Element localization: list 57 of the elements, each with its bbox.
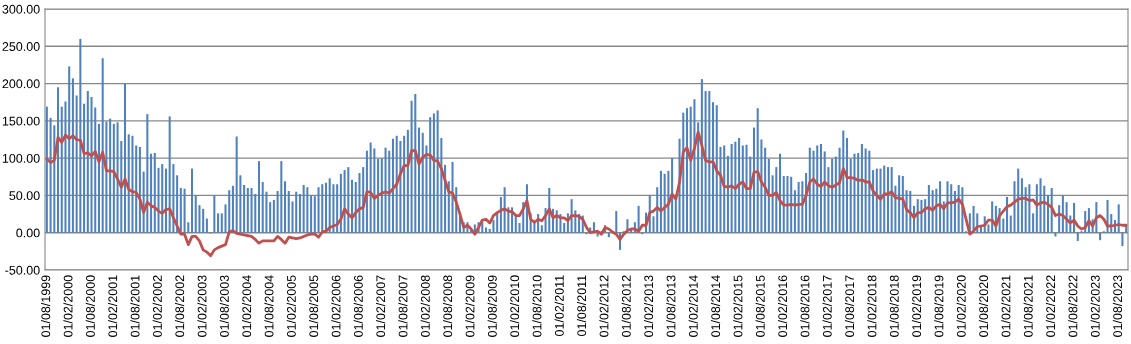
x-tick-label: 01/02/2018 (867, 275, 877, 337)
x-tick-label: 01/08/2021 (1023, 275, 1033, 337)
x-tick-label: 01/08/2019 (934, 275, 944, 337)
x-tick-label: 01/08/2008 (442, 275, 453, 337)
x-tick-label: 01/08/2003 (219, 275, 229, 337)
y-tick-label: 0.00 (16, 228, 40, 238)
x-tick-label: 01/02/2004 (242, 275, 252, 337)
x-tick-label: 01/02/2020 (956, 275, 966, 337)
x-tick-label: 01/02/2016 (777, 275, 788, 337)
x-tick-label: 01/02/2017 (822, 275, 832, 337)
x-tick-label: 01/08/2004 (264, 275, 274, 337)
x-tick-label: 01/02/2023 (1090, 275, 1100, 337)
x-tick-label: 01/08/2023 (1112, 275, 1123, 337)
x-tick-label: 01/02/2003 (197, 275, 207, 337)
x-tick-label: 01/08/2007 (398, 275, 408, 337)
x-tick-label: 01/02/2012 (599, 275, 609, 337)
x-tick-label: 01/08/2016 (800, 275, 810, 337)
y-tick-label: -50.00 (5, 265, 40, 275)
x-tick-label: 01/02/2019 (911, 275, 922, 337)
x-tick-label: 01/02/2002 (152, 275, 162, 337)
x-tick-label: 01/08/2015 (755, 275, 765, 337)
x-tick-label: 01/02/2021 (1001, 275, 1011, 337)
x-tick-label: 01/08/2005 (308, 275, 319, 337)
x-tick-label: 01/02/2015 (733, 275, 743, 337)
x-tick-label: 01/08/2011 (576, 275, 587, 337)
x-tick-label: 01/08/2018 (889, 275, 899, 337)
x-tick-label: 01/02/2001 (108, 275, 118, 337)
x-tick-label: 01/08/2014 (710, 275, 721, 337)
x-tick-label: 01/08/2022 (1068, 275, 1078, 337)
x-tick-label: 01/08/2000 (85, 275, 95, 337)
x-tick-label: 01/02/2009 (465, 275, 475, 337)
x-tick-label: 01/08/2001 (130, 275, 140, 337)
x-tick-label: 01/08/2010 (532, 275, 542, 337)
x-tick-label: 01/08/2013 (666, 275, 676, 337)
y-tick-label: 100.00 (2, 153, 40, 163)
x-tick-label: 01/08/2012 (621, 275, 631, 337)
x-tick-label: 01/08/2017 (844, 275, 855, 337)
x-tick-label: 01/02/2007 (375, 275, 386, 337)
x-tick-label: 01/02/2013 (643, 275, 654, 337)
x-tick-label: 01/02/2005 (286, 275, 296, 337)
x-tick-label: 01/02/2006 (331, 275, 341, 337)
x-tick-label: 01/08/2006 (353, 275, 363, 337)
y-tick-label: 150.00 (2, 116, 40, 126)
x-tick-label: 01/02/2000 (63, 275, 73, 337)
x-tick-label: 01/02/2008 (420, 275, 430, 337)
x-tick-label: 01/02/2022 (1045, 275, 1056, 337)
x-tick-label: 01/08/2002 (175, 275, 185, 337)
x-tick-label: 01/08/2009 (487, 275, 497, 337)
y-tick-label: 250.00 (2, 42, 40, 51)
y-tick-label: 200.00 (2, 79, 40, 89)
x-tick-label: 01/02/2014 (688, 275, 698, 337)
x-tick-label: 01/08/1999 (41, 275, 51, 337)
y-tick-label: 300.00 (2, 4, 40, 14)
x-tick-label: 01/02/2010 (509, 275, 520, 337)
x-tick-label: 01/02/2011 (554, 275, 564, 337)
x-tick-label: 01/08/2020 (978, 275, 989, 337)
y-tick-label: 50.00 (9, 191, 40, 201)
